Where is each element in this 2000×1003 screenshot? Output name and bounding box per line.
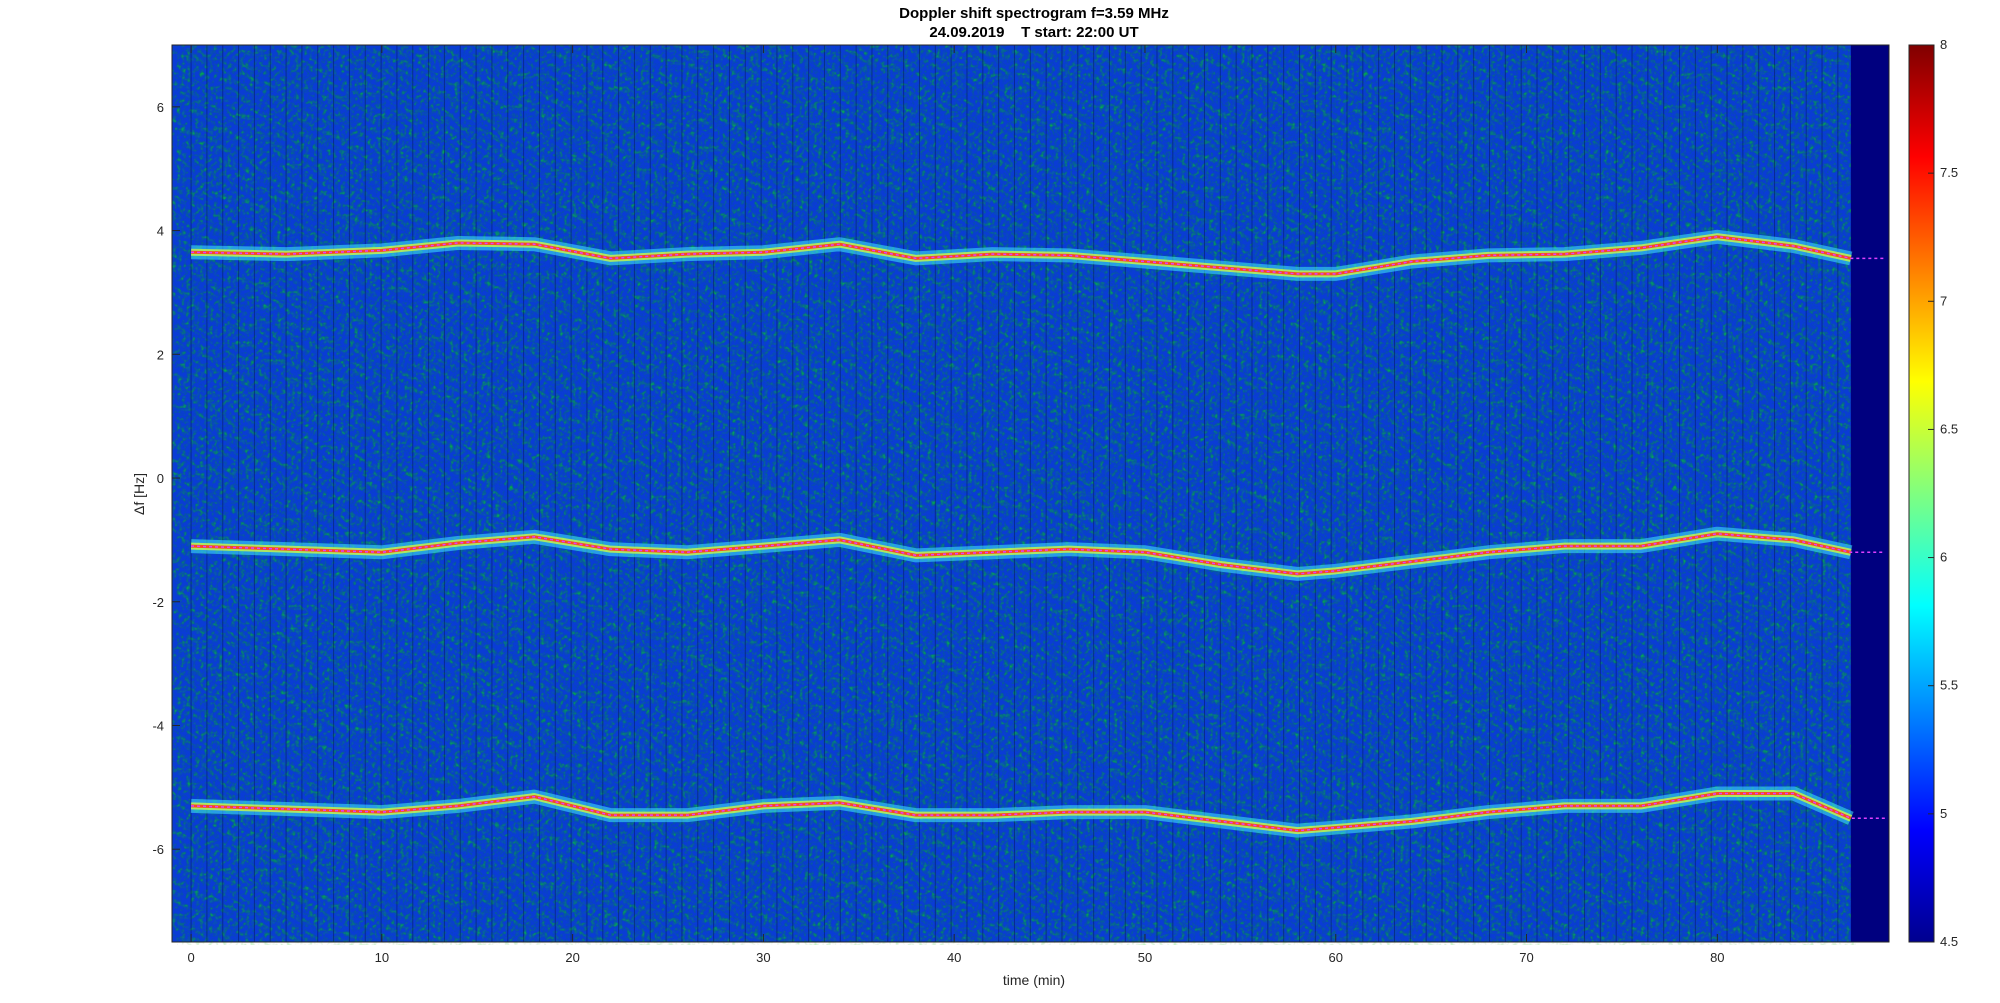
colorbar: 8 7.5 7 6.5 6 5.5 5 4.5: [1908, 37, 1958, 949]
noise-texture-dark: [177, 48, 1856, 945]
y-axis: 6 4 2 0 -2 -4 -6: [152, 100, 180, 857]
y-tick-label: 0: [157, 471, 164, 486]
x-tick-label: 60: [1329, 950, 1343, 965]
x-tick-label: 40: [947, 950, 961, 965]
x-tick-label: 50: [1138, 950, 1152, 965]
colorbar-tick-label: 7: [1940, 293, 1947, 308]
chart-title: Doppler shift spectrogram f=3.59 MHz: [899, 5, 1169, 22]
colorbar-tick-label: 5.5: [1940, 678, 1958, 693]
x-tick-label: 70: [1519, 950, 1533, 965]
y-tick-label: 2: [157, 347, 164, 362]
x-tick-label: 20: [565, 950, 579, 965]
x-tick-label: 0: [187, 950, 194, 965]
x-tick-label: 80: [1710, 950, 1724, 965]
no-data-region: [1850, 45, 1889, 942]
x-tick-label: 30: [756, 950, 770, 965]
colorbar-tick-label: 7.5: [1940, 165, 1958, 180]
time-gridlines: [190, 45, 1839, 942]
colorbar-tick-label: 4.5: [1940, 934, 1958, 949]
y-tick-label: 4: [157, 224, 164, 239]
x-tick-label: 10: [375, 950, 389, 965]
chart-subtitle: 24.09.2019 T start: 22:00 UT: [929, 24, 1138, 41]
x-axis: 0 10 20 30 40 50 60 70 80: [187, 45, 1725, 965]
y-tick-label: -6: [152, 842, 164, 857]
y-tick-label: -4: [152, 718, 164, 733]
trace-1-fit: [191, 236, 1886, 275]
colorbar-gradient: [1908, 44, 1935, 943]
plot-area: [171, 44, 1890, 945]
colorbar-tick-label: 6: [1940, 550, 1947, 565]
x-axis-label: time (min): [1003, 972, 1065, 988]
y-axis-label: Δf [Hz]: [131, 473, 147, 515]
trace-3-fit: [191, 792, 1886, 832]
y-tick-label: -2: [152, 595, 164, 610]
trace-2-fit: [191, 532, 1886, 575]
colorbar-tick-label: 6.5: [1940, 421, 1958, 436]
y-tick-label: 6: [157, 100, 164, 115]
colorbar-tick-label: 5: [1940, 806, 1947, 821]
plot-frame: [171, 44, 1890, 943]
doppler-traces: [190, 229, 1886, 838]
colorbar-tick-label: 8: [1940, 37, 1947, 52]
colorbar-ticks: 8 7.5 7 6.5 6 5.5 5 4.5: [1928, 37, 1958, 949]
